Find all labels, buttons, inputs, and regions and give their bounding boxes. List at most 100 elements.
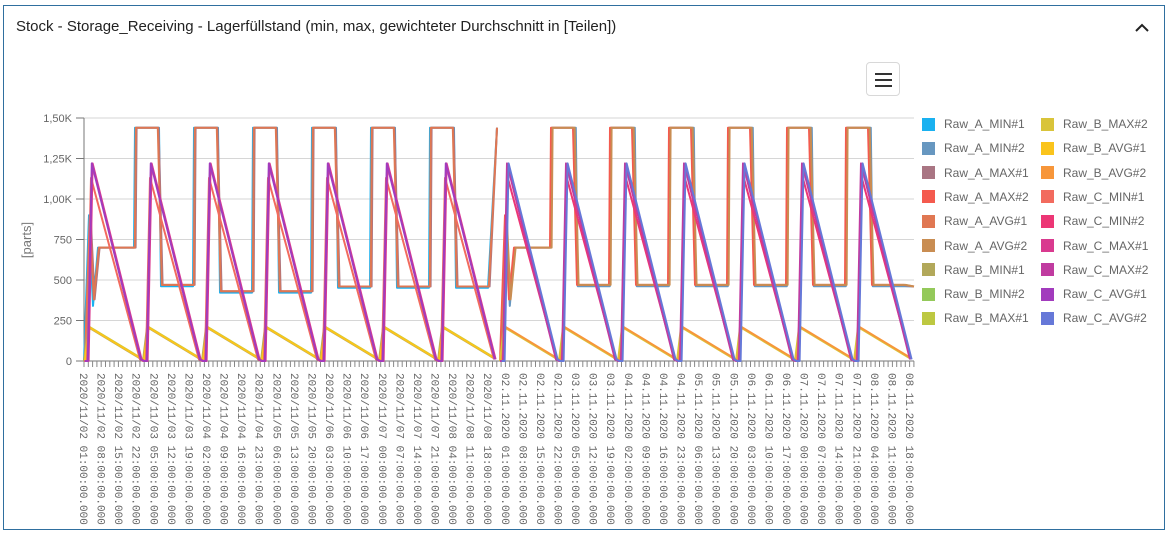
y-tick-label: 250 — [54, 316, 72, 328]
x-tick-label: 2020/11/02 22:00:00.000 — [129, 373, 141, 525]
legend-label: Raw_B_AVG#1 — [1063, 141, 1147, 156]
legend-label: Raw_A_AVG#2 — [944, 238, 1028, 253]
x-tick-label: 08.11.2020 18:00:00.000 — [902, 373, 914, 525]
legend-label: Raw_B_MAX#2 — [1063, 117, 1148, 131]
x-tick-label: 03.11.2020 19:00:00.000 — [603, 373, 615, 525]
x-tick-label: 2020/11/03 05:00:00.000 — [146, 373, 158, 525]
y-tick-label: 0 — [66, 356, 72, 368]
legend-swatch-icon — [1041, 214, 1054, 228]
legend-item[interactable]: Raw_C_MIN#2 — [1041, 212, 1144, 230]
legend-item[interactable]: Raw_A_MIN#1 — [922, 115, 1025, 133]
x-tick-label: 02.11.2020 08:00:00.000 — [515, 373, 527, 525]
legend-swatch-icon — [1041, 263, 1054, 277]
series-line-raw_c_avg-1[interactable] — [84, 162, 496, 362]
hamburger-menu-icon — [875, 73, 892, 75]
legend-item[interactable]: Raw_B_MAX#2 — [1041, 115, 1148, 133]
legend-label: Raw_C_AVG#2 — [1063, 311, 1147, 326]
x-tick-label: 04.11.2020 23:00:00.000 — [674, 373, 686, 525]
x-tick-label: 2020/11/03 19:00:00.000 — [181, 373, 193, 525]
x-tick-label: 03.11.2020 12:00:00.000 — [586, 373, 598, 525]
x-tick-label: 2020/11/07 14:00:00.000 — [410, 373, 422, 525]
legend-label: Raw_C_MIN#1 — [1063, 189, 1145, 204]
chart-menu-button[interactable] — [866, 62, 900, 96]
x-tick-label: 2020/11/04 02:00:00.000 — [199, 373, 211, 525]
x-tick-label: 2020/11/05 20:00:00.000 — [304, 373, 316, 525]
legend-item[interactable]: Raw_C_MAX#2 — [1041, 261, 1148, 279]
hamburger-line — [875, 85, 892, 87]
y-tick-label: 1,50K — [43, 113, 72, 125]
x-tick-label: 06.11.2020 03:00:00.000 — [744, 373, 756, 525]
legend-label: Raw_B_MIN#1 — [944, 262, 1025, 277]
x-tick-label: 2020/11/07 21:00:00.000 — [427, 373, 439, 525]
legend-swatch-icon — [1041, 117, 1054, 131]
legend-label: Raw_C_MAX#2 — [1063, 262, 1149, 277]
collapse-button[interactable] — [1132, 18, 1152, 38]
legend-swatch-icon — [922, 287, 935, 301]
y-tick-label: 750 — [54, 235, 72, 247]
x-tick-label: 06.11.2020 10:00:00.000 — [761, 373, 773, 525]
legend-item[interactable]: Raw_B_MIN#2 — [922, 285, 1025, 303]
legend-label: Raw_C_MAX#1 — [1063, 238, 1149, 253]
y-tick-label: 1,00K — [43, 194, 72, 206]
x-tick-label: 05.11.2020 20:00:00.000 — [726, 373, 738, 525]
legend-label: Raw_A_AVG#1 — [944, 214, 1028, 229]
legend-item[interactable]: Raw_C_AVG#2 — [1041, 309, 1147, 327]
legend-label: Raw_B_AVG#2 — [1063, 165, 1147, 180]
legend-swatch-icon — [1041, 311, 1054, 325]
x-tick-label: 2020/11/03 12:00:00.000 — [164, 373, 176, 525]
x-tick-label: 2020/11/02 15:00:00.000 — [111, 373, 123, 525]
legend-item[interactable]: Raw_C_MIN#1 — [1041, 188, 1144, 206]
legend-label: Raw_C_AVG#1 — [1063, 287, 1147, 302]
x-tick-label: 07.11.2020 07:00:00.000 — [814, 373, 826, 525]
x-tick-label: 02.11.2020 01:00:00.000 — [498, 373, 510, 525]
legend-label: Raw_A_MIN#1 — [944, 117, 1025, 131]
legend-swatch-icon — [922, 117, 935, 131]
legend-item[interactable]: Raw_B_MAX#1 — [922, 309, 1029, 327]
x-tick-label: 02.11.2020 22:00:00.000 — [551, 373, 563, 525]
legend-item[interactable]: Raw_C_AVG#1 — [1041, 285, 1147, 303]
x-tick-label: 2020/11/02 01:00:00.000 — [76, 373, 88, 525]
series-line-raw_a_avg-1[interactable] — [83, 126, 498, 362]
x-tick-label: 08.11.2020 04:00:00.000 — [867, 373, 879, 525]
chevron-up-icon — [1135, 23, 1149, 32]
legend-item[interactable]: Raw_A_MAX#1 — [922, 164, 1029, 182]
legend-swatch-icon — [922, 311, 935, 325]
x-tick-label: 2020/11/06 10:00:00.000 — [340, 373, 352, 525]
legend-item[interactable]: Raw_B_MIN#1 — [922, 261, 1025, 279]
legend-label: Raw_C_MIN#2 — [1063, 214, 1145, 229]
x-tick-label: 2020/11/02 08:00:00.000 — [94, 373, 106, 525]
chart-panel: Stock - Storage_Receiving - Lagerfüllsta… — [3, 5, 1165, 530]
x-tick-label: 06.11.2020 17:00:00.000 — [779, 373, 791, 525]
x-tick-label: 08.11.2020 11:00:00.000 — [884, 373, 896, 525]
legend-item[interactable]: Raw_A_MIN#2 — [922, 139, 1025, 157]
legend-swatch-icon — [922, 141, 935, 155]
x-tick-label: 2020/11/04 09:00:00.000 — [217, 373, 229, 525]
x-tick-label: 2020/11/07 07:00:00.000 — [392, 373, 404, 525]
panel-title: Stock - Storage_Receiving - Lagerfüllsta… — [16, 18, 617, 35]
legend-item[interactable]: Raw_A_AVG#2 — [922, 237, 1027, 255]
legend-item[interactable]: Raw_C_MAX#1 — [1041, 237, 1148, 255]
legend-item[interactable]: Raw_A_AVG#1 — [922, 212, 1027, 230]
legend-item[interactable]: Raw_B_AVG#2 — [1041, 164, 1146, 182]
x-tick-label: 2020/11/05 06:00:00.000 — [269, 373, 281, 525]
x-tick-label: 2020/11/08 11:00:00.000 — [463, 373, 475, 525]
series-line-raw_c_avg-2[interactable] — [501, 162, 913, 362]
legend-label: Raw_B_MAX#1 — [944, 311, 1029, 326]
legend-swatch-icon — [922, 214, 935, 228]
x-tick-label: 02.11.2020 15:00:00.000 — [533, 373, 545, 525]
x-tick-label: 2020/11/04 16:00:00.000 — [234, 373, 246, 525]
hamburger-line — [875, 79, 892, 81]
x-tick-label: 05.11.2020 13:00:00.000 — [709, 373, 721, 525]
legend-item[interactable]: Raw_B_AVG#1 — [1041, 139, 1146, 157]
legend-label: Raw_B_MIN#2 — [944, 287, 1025, 302]
legend-swatch-icon — [1041, 141, 1054, 155]
x-tick-label: 05.11.2020 06:00:00.000 — [691, 373, 703, 525]
legend-swatch-icon — [1041, 190, 1054, 204]
legend-item[interactable]: Raw_A_MAX#2 — [922, 188, 1029, 206]
legend-swatch-icon — [1041, 287, 1054, 301]
x-tick-label: 07.11.2020 00:00:00.000 — [797, 373, 809, 525]
legend-swatch-icon — [1041, 239, 1054, 252]
series-lines — [83, 126, 915, 362]
y-tick-label: 1,25K — [43, 154, 72, 166]
